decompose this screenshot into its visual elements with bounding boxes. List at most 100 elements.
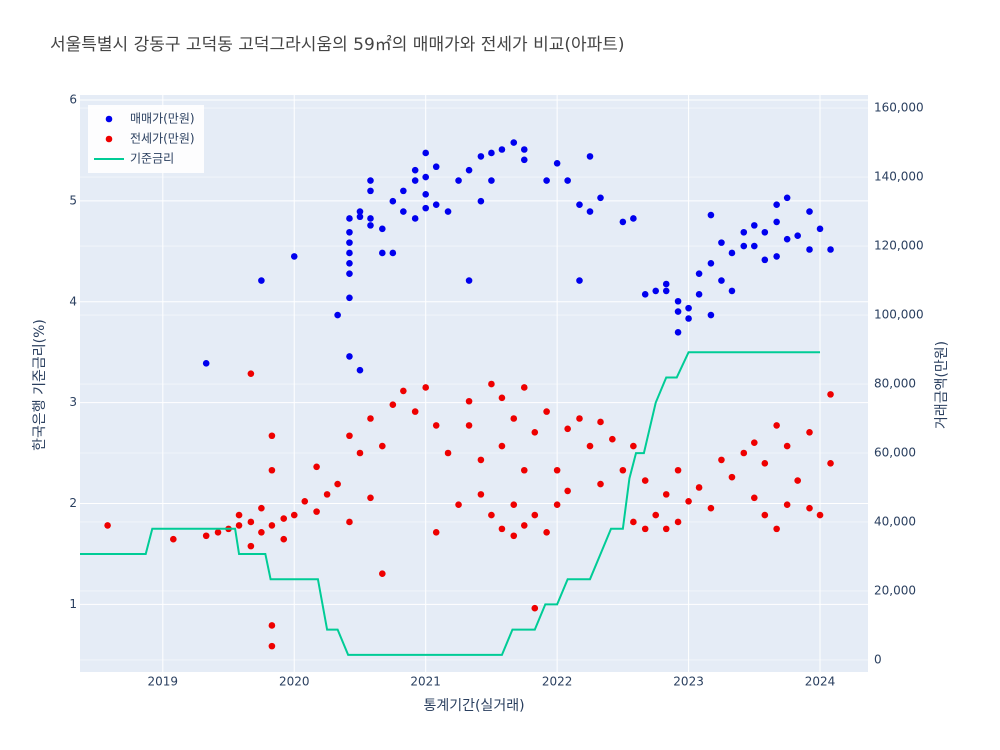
point <box>641 477 649 484</box>
x-axis-title: 통계기간(실거래) <box>423 698 524 714</box>
point <box>761 460 769 467</box>
point <box>367 187 374 195</box>
point <box>444 208 452 215</box>
point <box>783 442 791 450</box>
point <box>400 387 407 395</box>
point <box>367 494 374 502</box>
point <box>367 415 374 422</box>
point <box>334 480 341 488</box>
point <box>806 429 813 436</box>
point <box>597 418 604 426</box>
point <box>520 384 528 391</box>
point <box>751 439 758 446</box>
point <box>674 297 682 305</box>
point <box>641 291 649 298</box>
y-tick-label: 6 <box>69 93 77 107</box>
point <box>794 232 801 240</box>
legend-label: 기준금리 <box>130 152 174 166</box>
point <box>728 287 736 295</box>
point <box>751 242 758 250</box>
y2-tick-label: 100,000 <box>874 308 924 322</box>
legend-label: 전세가(만원) <box>130 132 195 146</box>
point <box>576 201 583 208</box>
point <box>400 208 407 215</box>
y-tick-label: 4 <box>69 294 77 308</box>
point <box>477 197 485 205</box>
point <box>488 177 495 184</box>
point <box>313 508 320 515</box>
point <box>400 187 407 195</box>
point <box>740 242 748 250</box>
point <box>597 480 604 488</box>
point <box>543 177 550 184</box>
point <box>543 408 550 415</box>
point <box>728 249 736 257</box>
point <box>455 177 462 184</box>
legend-swatch <box>105 135 113 143</box>
point <box>816 225 824 233</box>
point <box>280 515 288 522</box>
point <box>465 166 473 174</box>
y2-tick-label: 60,000 <box>874 445 916 459</box>
point <box>685 315 692 322</box>
point <box>773 253 780 260</box>
point <box>346 353 353 360</box>
x-tick-label: 2022 <box>542 675 573 689</box>
point <box>531 511 539 519</box>
point <box>806 246 813 253</box>
legend: 매매가(만원) 전세가(만원) 기준금리 <box>88 105 204 173</box>
point <box>346 260 353 267</box>
point <box>773 525 780 533</box>
x-tick-label: 2020 <box>279 675 310 689</box>
point <box>379 442 386 450</box>
point <box>827 246 834 253</box>
point <box>685 304 692 312</box>
point <box>662 525 670 533</box>
point <box>411 177 419 184</box>
point <box>662 280 670 288</box>
point <box>323 491 331 498</box>
point <box>685 497 692 505</box>
point <box>346 518 353 526</box>
point <box>104 522 111 529</box>
point <box>597 194 604 202</box>
y2-tick-label: 160,000 <box>874 101 924 115</box>
point <box>619 218 627 226</box>
point <box>455 501 462 509</box>
point <box>346 249 353 257</box>
point <box>258 529 265 536</box>
y-tick-label: 2 <box>69 496 77 510</box>
point <box>268 522 276 529</box>
point <box>290 253 298 260</box>
point <box>520 466 528 474</box>
point <box>510 501 518 509</box>
point <box>411 215 419 222</box>
point <box>432 201 440 208</box>
point <box>346 432 353 440</box>
chart-title: 서울특별시 강동구 고덕동 고덕그라시움의 59㎡의 매매가와 전세가 비교(아… <box>50 35 625 55</box>
point <box>411 166 419 174</box>
point <box>498 442 506 450</box>
y2-tick-label: 0 <box>874 652 882 666</box>
point <box>806 208 813 215</box>
point <box>751 494 758 502</box>
point <box>740 449 748 457</box>
point <box>794 477 801 484</box>
point <box>258 504 265 512</box>
point <box>773 201 780 208</box>
y-tick-label: 5 <box>69 193 77 207</box>
point <box>422 149 429 157</box>
point <box>235 511 243 519</box>
point <box>346 239 353 246</box>
point <box>268 432 276 440</box>
point <box>773 422 780 429</box>
point <box>662 491 670 498</box>
y2-tick-label: 120,000 <box>874 239 924 253</box>
point <box>422 191 429 198</box>
y2-tick-label: 40,000 <box>874 514 916 528</box>
point <box>674 518 682 526</box>
point <box>707 504 715 512</box>
point <box>432 163 440 171</box>
point <box>465 422 473 429</box>
point <box>816 511 824 519</box>
